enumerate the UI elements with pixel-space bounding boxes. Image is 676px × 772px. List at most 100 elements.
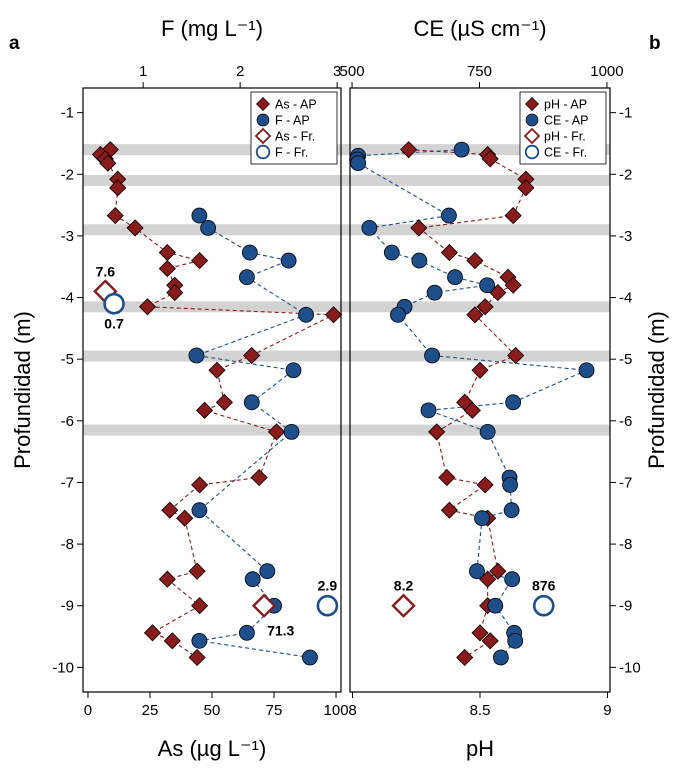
fr-value-label: 7.6 (96, 263, 116, 279)
circle-marker (350, 155, 367, 172)
grey-band (83, 350, 610, 362)
circle-marker (298, 306, 314, 323)
diamond-marker (517, 179, 535, 197)
diamond-marker (166, 284, 184, 302)
circle-marker (493, 649, 509, 666)
bottom-tick-label: 50 (204, 702, 221, 719)
diamond-marker (176, 509, 194, 527)
grey-band (83, 424, 610, 436)
circle-marker (426, 284, 443, 301)
diamond-marker (466, 306, 484, 324)
legend-marker (256, 97, 270, 111)
legend-marker (523, 127, 541, 145)
circle-marker (411, 252, 428, 269)
diamond-marker (504, 207, 522, 225)
diamond-marker (481, 150, 499, 168)
diamond-marker (250, 468, 268, 487)
top-axis-label-b: CE (µS cm⁻¹) (413, 16, 546, 41)
top-tick-label: 1 (139, 63, 147, 80)
diamond-marker (489, 562, 507, 580)
circle-marker (474, 510, 490, 527)
diamond-marker (208, 361, 226, 379)
circle-marker (280, 252, 297, 269)
diamond-marker (471, 361, 489, 379)
diamond-marker (163, 632, 181, 650)
legend-marker (255, 144, 271, 160)
fr-value-label: 0.7 (104, 316, 124, 332)
left-y-tick-label: -9 (61, 598, 74, 615)
y-axis-label-left: Profundidad (m) (10, 311, 35, 469)
diamond-marker (504, 276, 522, 294)
bottom-tick-label: 8.5 (470, 702, 491, 719)
left-y-tick-label: -10 (52, 659, 74, 676)
fr-value-label: 8.2 (394, 578, 414, 594)
legend-entry-label: CE - Fr. (544, 146, 587, 160)
right-y-tick-label: -1 (619, 105, 632, 122)
right-y-tick-label: -6 (619, 413, 632, 430)
diamond-marker (188, 648, 206, 667)
circle-marker (283, 424, 300, 440)
legend-entry-label: pH - Fr. (544, 130, 586, 144)
diamond-marker (215, 393, 233, 411)
diamond-marker (440, 243, 458, 262)
legend-entry-label: CE - AP (544, 114, 588, 128)
diamond-marker (191, 476, 209, 494)
circle-marker (239, 269, 255, 286)
diamond-marker (195, 401, 214, 419)
circle-marker (302, 649, 318, 666)
diamond-marker (428, 423, 446, 441)
right-y-tick-label: -7 (619, 474, 632, 491)
right-y-tick-label: -10 (619, 659, 641, 676)
diamond-marker (463, 401, 481, 419)
circle-marker (505, 394, 522, 411)
circle-marker (244, 571, 261, 588)
diamond-marker (143, 624, 162, 642)
diamond-marker (466, 252, 484, 270)
diamond-marker (440, 501, 458, 519)
circle-marker (239, 624, 255, 641)
circle-marker (503, 502, 520, 519)
legend-marker (524, 144, 540, 160)
left-y-tick-label: -6 (61, 413, 74, 430)
open-diamond-marker (251, 593, 277, 618)
fr-value-label: 2.9 (318, 578, 338, 594)
diamond-marker (109, 179, 127, 197)
top-axis-label-a: F (mg L⁻¹) (161, 16, 263, 41)
left-y-tick-label: -7 (61, 474, 74, 491)
left-y-tick-label: -8 (61, 536, 74, 553)
bottom-axis-label-b: pH (466, 736, 494, 761)
diamond-marker (410, 219, 428, 237)
open-circle-marker (316, 594, 339, 617)
diamond-marker (161, 501, 179, 519)
fr-value-label: 876 (532, 578, 556, 594)
grey-band (83, 144, 610, 156)
diamond-marker (106, 207, 124, 225)
left-y-tick-label: -2 (61, 166, 74, 183)
diamond-marker (158, 243, 176, 262)
diamond-marker (476, 298, 494, 316)
diamond-marker (267, 423, 286, 441)
grey-band (83, 301, 610, 313)
grey-bands (83, 144, 610, 436)
diamond-marker (158, 570, 176, 588)
circle-marker (447, 269, 463, 286)
top-tick-label: 3 (333, 63, 341, 80)
circle-marker (441, 207, 457, 224)
diamond-marker (324, 306, 343, 324)
bottom-tick-label: 75 (266, 702, 283, 719)
right-y-tick-label: -4 (619, 290, 632, 307)
diamond-marker (476, 476, 494, 494)
axes-ticks: 0 25 50 75 100 1 2 3 -1 -2 -3 -4 -5 -6 -7 -8 -9 -10 8 8.5 9 5… (52, 63, 640, 719)
diamond-marker (456, 648, 474, 667)
circle-marker (453, 141, 470, 158)
right-y-tick-label: -9 (619, 598, 632, 615)
circle-marker (507, 632, 524, 649)
right-y-tick-label: -8 (619, 536, 632, 553)
open-circle-marker (103, 292, 125, 315)
fr-annotations: 7.6 71.3 0.7 2.9 8.2 876 (96, 263, 556, 638)
circle-marker (259, 563, 276, 580)
circle-marker (191, 207, 208, 224)
circle-marker (390, 306, 406, 323)
diamond-marker (191, 252, 209, 270)
